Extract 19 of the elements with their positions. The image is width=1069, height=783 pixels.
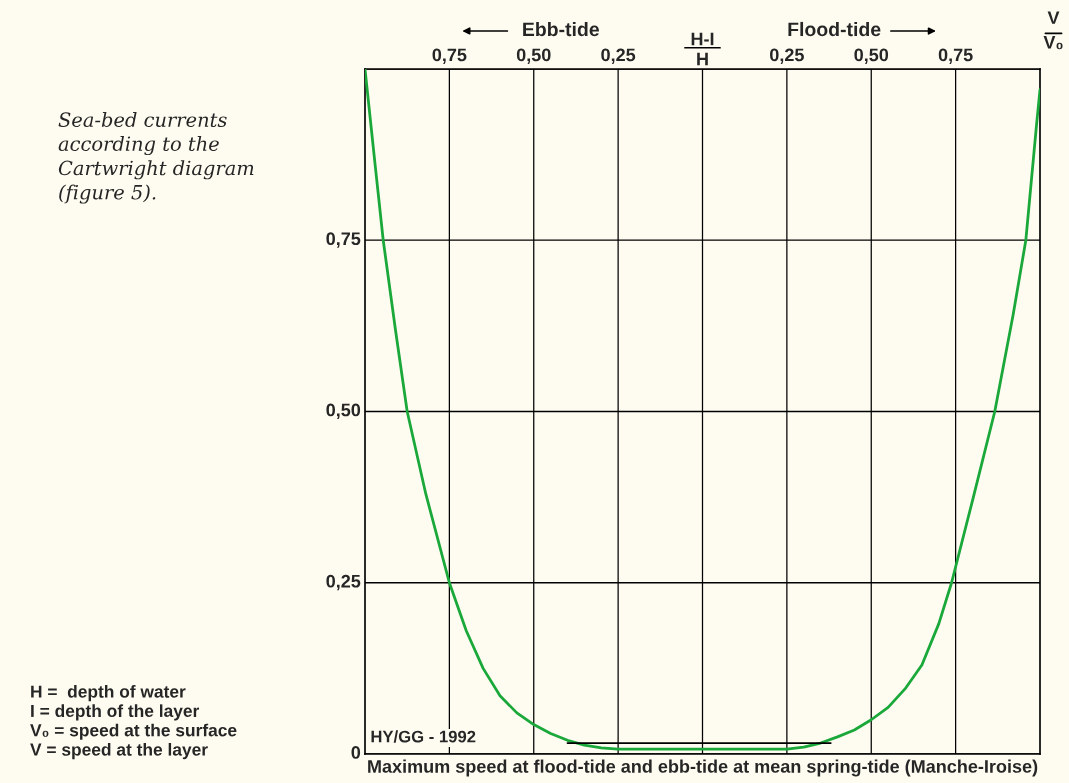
y-tick-label: 0 xyxy=(351,746,361,759)
x-axis-title: H-I H xyxy=(691,32,714,66)
text: Sea-bed currents according to the Cartwright diagram (figure 5). xyxy=(58,112,254,204)
line-series xyxy=(365,69,1040,751)
x-tick-label: 0,25 xyxy=(770,48,804,64)
text: Ebb-tide xyxy=(523,21,599,37)
x-tick-label: 0,75 xyxy=(938,48,973,64)
x-tick-label: 0,50 xyxy=(516,48,551,64)
y-tick-label: 0,75 xyxy=(326,232,361,248)
text: H = depth of water I = depth of the layer V₀ = speed at the surface V = speed at the layer xyxy=(30,685,237,760)
x-tick-label: 0,25 xyxy=(601,48,636,64)
text: Maximum speed at flood-tide and ebb-tide at mean spring-tide (Manche-Iroise) xyxy=(368,759,1038,777)
y-tick-label: 0,50 xyxy=(326,403,361,419)
x-tick-label: 0,75 xyxy=(432,48,467,64)
y-tick-label: 0,25 xyxy=(326,574,361,591)
text: Flood-tide xyxy=(788,21,881,37)
x-tick-label: 0,50 xyxy=(854,48,889,64)
y-axis-title: V V₀ xyxy=(1043,11,1063,50)
annotation: HY/GG - 1992 xyxy=(371,730,476,743)
